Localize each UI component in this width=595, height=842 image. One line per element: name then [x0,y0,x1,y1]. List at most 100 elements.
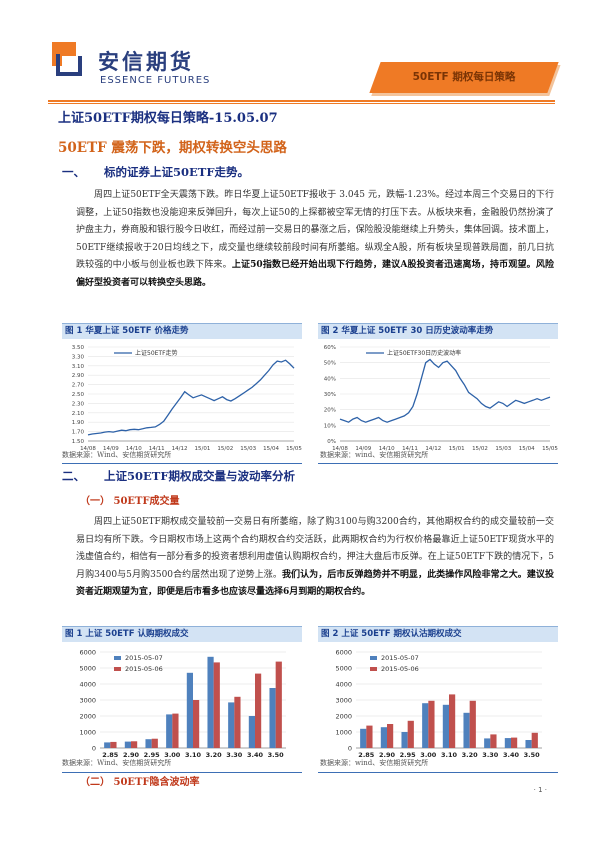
y-tick-label: 3.10 [72,364,85,370]
x-tick-label: 15/01 [449,446,465,452]
bar-2015-05-06 [511,737,518,748]
legend-swatch [114,656,121,660]
legend-label: 2015-05-06 [381,665,419,673]
legend-swatch [370,667,377,671]
report-tag: 50ETF 期权每日策略 [412,71,516,83]
x-tick-label: 14/10 [379,446,395,452]
x-tick-label: 2.95 [400,751,417,759]
x-tick-label: 2.85 [102,751,119,759]
bar-2015-05-06 [366,725,373,748]
x-tick-label: 15/03 [495,446,511,452]
bar-2015-05-06 [407,720,414,748]
page-number: · 1 · [533,786,547,794]
x-tick-label: 3.50 [268,751,285,759]
bar-2015-05-06 [255,673,262,748]
x-tick-label: 2.90 [379,751,396,759]
bar-2015-05-07 [104,742,111,748]
legend-swatch [370,656,377,660]
bar-2015-05-06 [193,700,200,748]
y-tick-label: 1000 [335,729,352,737]
section1-heading: 一、 标的证券上证50ETF走势。 [62,164,249,180]
legend-label: 上证50ETF走势 [135,349,178,357]
figure4-title: 图 2 上证 50ETF 期权认沽期权成交 [318,626,558,642]
y-tick-label: 3000 [79,697,96,705]
y-tick-label: 0 [92,745,96,753]
x-tick-label: 14/11 [402,446,418,452]
series-line [339,358,551,423]
y-tick-label: 3000 [335,697,352,705]
figure2: 图 2 华夏上证 50ETF 30 日历史波动率走势 0% 10% 20% 30% 40… [318,323,558,464]
section2-text: 周四上证50ETF期权成交量较前一交易日有所萎缩，除了购3100与购3200合约… [76,517,554,580]
x-tick-label: 14/10 [126,446,142,452]
y-tick-label: 4000 [79,681,96,689]
y-tick-label: 1.70 [72,430,85,436]
x-tick-label: 3.30 [482,751,499,759]
y-tick-label: 40% [324,376,336,382]
section1-title: 标的证券上证50ETF走势。 [104,165,249,179]
section2-number: 二、 [62,469,85,483]
section2-heading: 二、 上证50ETF期权成交量与波动率分析 [62,468,295,484]
bar-2015-05-07 [269,688,276,748]
bar-2015-05-06 [469,700,476,748]
section2-sub2: （二） 50ETF隐含波动率 [80,777,200,788]
y-tick-label: 0 [348,745,352,753]
x-tick-label: 15/04 [519,446,535,452]
section1-number: 一、 [62,165,85,179]
bar-2015-05-06 [387,724,394,748]
bar-2015-05-07 [145,739,152,748]
y-tick-label: 2000 [335,713,352,721]
x-tick-label: 15/05 [542,446,558,452]
figure3-call-volume-chart: 0 1000 2000 3000 4000 5000 6000 2.85 2.90 2.95 3.0… [79,649,286,759]
section2-title: 上证50ETF期权成交量与波动率分析 [104,469,295,483]
x-tick-label: 3.20 [206,751,223,759]
figure4: 图 2 上证 50ETF 期权认沽期权成交 0 1000 2000 3000 4000 5… [318,626,558,773]
y-tick-label: 2.50 [72,392,85,398]
legend-label: 上证50ETF30日历史波动率 [387,349,461,357]
y-tick-label: 2.10 [72,411,85,417]
bar-2015-05-06 [490,734,497,748]
x-tick-label: 14/08 [80,446,96,452]
bar-2015-05-06 [131,741,138,748]
header-rule-thin [48,103,555,104]
bar-2015-05-07 [228,702,235,748]
x-tick-label: 3.40 [503,751,520,759]
x-tick-label: 15/01 [195,446,211,452]
y-tick-label: 1.50 [72,439,85,445]
figure1-title: 图 1 华夏上证 50ETF 价格走势 [62,323,302,339]
figure1-source: 数据来源：Wind、安信期货研究所 [62,451,172,459]
y-tick-label: 2.70 [72,383,85,389]
bar-2015-05-07 [360,728,367,748]
section1-text: 周四上证50ETF全天震荡下跌。昨日华夏上证50ETF报收于 3.045 元，跌… [76,190,554,270]
legend-swatch [114,667,121,671]
headline: 50ETF 震荡下跌，期权转换空头思路 [58,140,287,156]
x-tick-label: 14/09 [103,446,119,452]
y-tick-label: 0% [327,439,336,445]
y-tick-label: 1.90 [72,420,85,426]
figure4-source: 数据来源：wind、安信期货研究所 [320,759,429,767]
bar-2015-05-07 [380,727,387,748]
x-tick-label: 3.10 [441,751,458,759]
y-tick-label: 3.30 [72,354,85,360]
figure3: 图 1 上证 50ETF 认购期权成交 0 1000 2000 3000 4000 500… [62,626,302,773]
section1-paragraph: 周四上证50ETF全天震荡下跌。昨日华夏上证50ETF报收于 3.045 元，跌… [76,187,554,292]
bar-2015-05-07 [504,738,511,748]
y-tick-label: 50% [324,361,336,367]
series-line [87,359,295,436]
bar-2015-05-06 [151,738,158,748]
bar-2015-05-07 [401,732,408,748]
x-tick-label: 3.40 [247,751,264,759]
x-tick-label: 3.20 [462,751,479,759]
y-tick-label: 2000 [79,713,96,721]
bar-2015-05-07 [166,714,173,748]
x-tick-label: 14/09 [355,446,371,452]
figure4-put-volume-chart: 0 1000 2000 3000 4000 5000 6000 2.85 2.90 2.95 3.0… [335,649,542,759]
figure2-volatility-chart: 0% 10% 20% 30% 40% 50% 60% 14/08 14/09 14/10 14/11… [324,345,559,452]
header-rule [48,100,555,102]
figure1-rule [62,463,302,464]
y-tick-label: 10% [324,423,336,429]
y-tick-label: 4000 [335,681,352,689]
y-tick-label: 5000 [335,665,352,673]
bar-2015-05-06 [531,732,538,748]
bar-2015-05-06 [449,694,456,748]
figure3-title: 图 1 上证 50ETF 认购期权成交 [62,626,302,642]
